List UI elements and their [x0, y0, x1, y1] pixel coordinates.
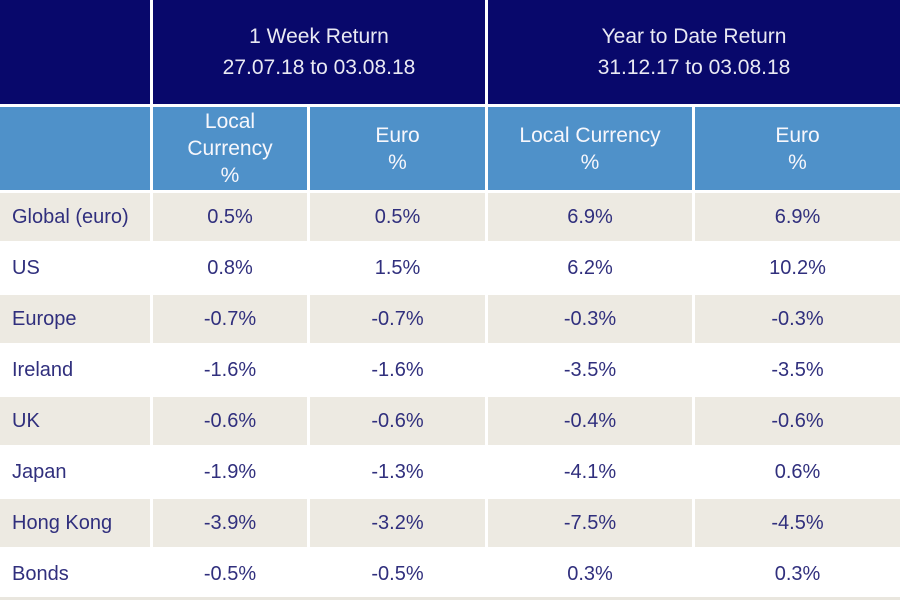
- value-cell: -4.5%: [695, 499, 900, 550]
- row-label: Japan: [0, 448, 153, 499]
- row-label: Bonds: [0, 550, 153, 600]
- table-row-japan: Japan -1.9% -1.3% -4.1% 0.6%: [0, 448, 900, 499]
- value-cell: -1.6%: [153, 346, 310, 397]
- value-cell: -3.5%: [488, 346, 696, 397]
- column-header-row: Local Currency % Euro % Local Currency %…: [0, 107, 900, 193]
- group-header-year-to-date-return: Year to Date Return 31.12.17 to 03.08.18: [488, 0, 900, 107]
- group-title: 1 Week Return: [249, 25, 389, 48]
- value-cell: -3.9%: [153, 499, 310, 550]
- value-cell: 0.6%: [695, 448, 900, 499]
- row-label: UK: [0, 397, 153, 448]
- value-cell: -0.4%: [488, 397, 696, 448]
- value-cell: 0.8%: [153, 244, 310, 295]
- value-cell: 10.2%: [695, 244, 900, 295]
- column-header-week-local-currency: Local Currency %: [153, 107, 310, 193]
- table-row-uk: UK -0.6% -0.6% -0.4% -0.6%: [0, 397, 900, 448]
- column-header-ytd-euro: Euro %: [695, 107, 900, 193]
- table-body: Global (euro) 0.5% 0.5% 6.9% 6.9% US 0.8…: [0, 193, 900, 600]
- group-header-row: 1 Week Return 27.07.18 to 03.08.18 Year …: [0, 0, 900, 107]
- bottom-edge-strip: [0, 597, 900, 600]
- value-cell: -1.3%: [310, 448, 489, 499]
- value-cell: -0.5%: [153, 550, 310, 600]
- value-cell: -0.3%: [695, 295, 900, 346]
- value-cell: -3.2%: [310, 499, 489, 550]
- table-row-us: US 0.8% 1.5% 6.2% 10.2%: [0, 244, 900, 295]
- group-header-1-week-return: 1 Week Return 27.07.18 to 03.08.18: [153, 0, 489, 107]
- value-cell: -0.6%: [153, 397, 310, 448]
- value-cell: -0.6%: [695, 397, 900, 448]
- value-cell: -7.5%: [488, 499, 696, 550]
- value-cell: 0.3%: [488, 550, 696, 600]
- column-header-week-euro: Euro %: [310, 107, 489, 193]
- value-cell: -3.5%: [695, 346, 900, 397]
- value-cell: -0.7%: [310, 295, 489, 346]
- row-label: Ireland: [0, 346, 153, 397]
- value-cell: 0.3%: [695, 550, 900, 600]
- value-cell: -0.5%: [310, 550, 489, 600]
- corner-cell: [0, 0, 153, 107]
- value-cell: 6.9%: [695, 193, 900, 244]
- group-title: Year to Date Return: [601, 25, 787, 48]
- value-cell: 6.2%: [488, 244, 696, 295]
- row-label: Hong Kong: [0, 499, 153, 550]
- value-cell: 1.5%: [310, 244, 489, 295]
- row-label: Global (euro): [0, 193, 153, 244]
- row-label: Europe: [0, 295, 153, 346]
- group-subtitle: 31.12.17 to 03.08.18: [597, 56, 791, 79]
- value-cell: -1.9%: [153, 448, 310, 499]
- value-cell: -0.6%: [310, 397, 489, 448]
- table-row-europe: Europe -0.7% -0.7% -0.3% -0.3%: [0, 295, 900, 346]
- value-cell: -0.3%: [488, 295, 696, 346]
- value-cell: 0.5%: [310, 193, 489, 244]
- column-header-blank: [0, 107, 153, 193]
- value-cell: -4.1%: [488, 448, 696, 499]
- table-row-bonds: Bonds -0.5% -0.5% 0.3% 0.3%: [0, 550, 900, 600]
- value-cell: -0.7%: [153, 295, 310, 346]
- value-cell: 0.5%: [153, 193, 310, 244]
- table-row-ireland: Ireland -1.6% -1.6% -3.5% -3.5%: [0, 346, 900, 397]
- table-row-global-euro: Global (euro) 0.5% 0.5% 6.9% 6.9%: [0, 193, 900, 244]
- group-subtitle: 27.07.18 to 03.08.18: [222, 56, 416, 79]
- row-label: US: [0, 244, 153, 295]
- value-cell: 6.9%: [488, 193, 696, 244]
- column-header-ytd-local-currency: Local Currency %: [488, 107, 696, 193]
- value-cell: -1.6%: [310, 346, 489, 397]
- table-row-hong-kong: Hong Kong -3.9% -3.2% -7.5% -4.5%: [0, 499, 900, 550]
